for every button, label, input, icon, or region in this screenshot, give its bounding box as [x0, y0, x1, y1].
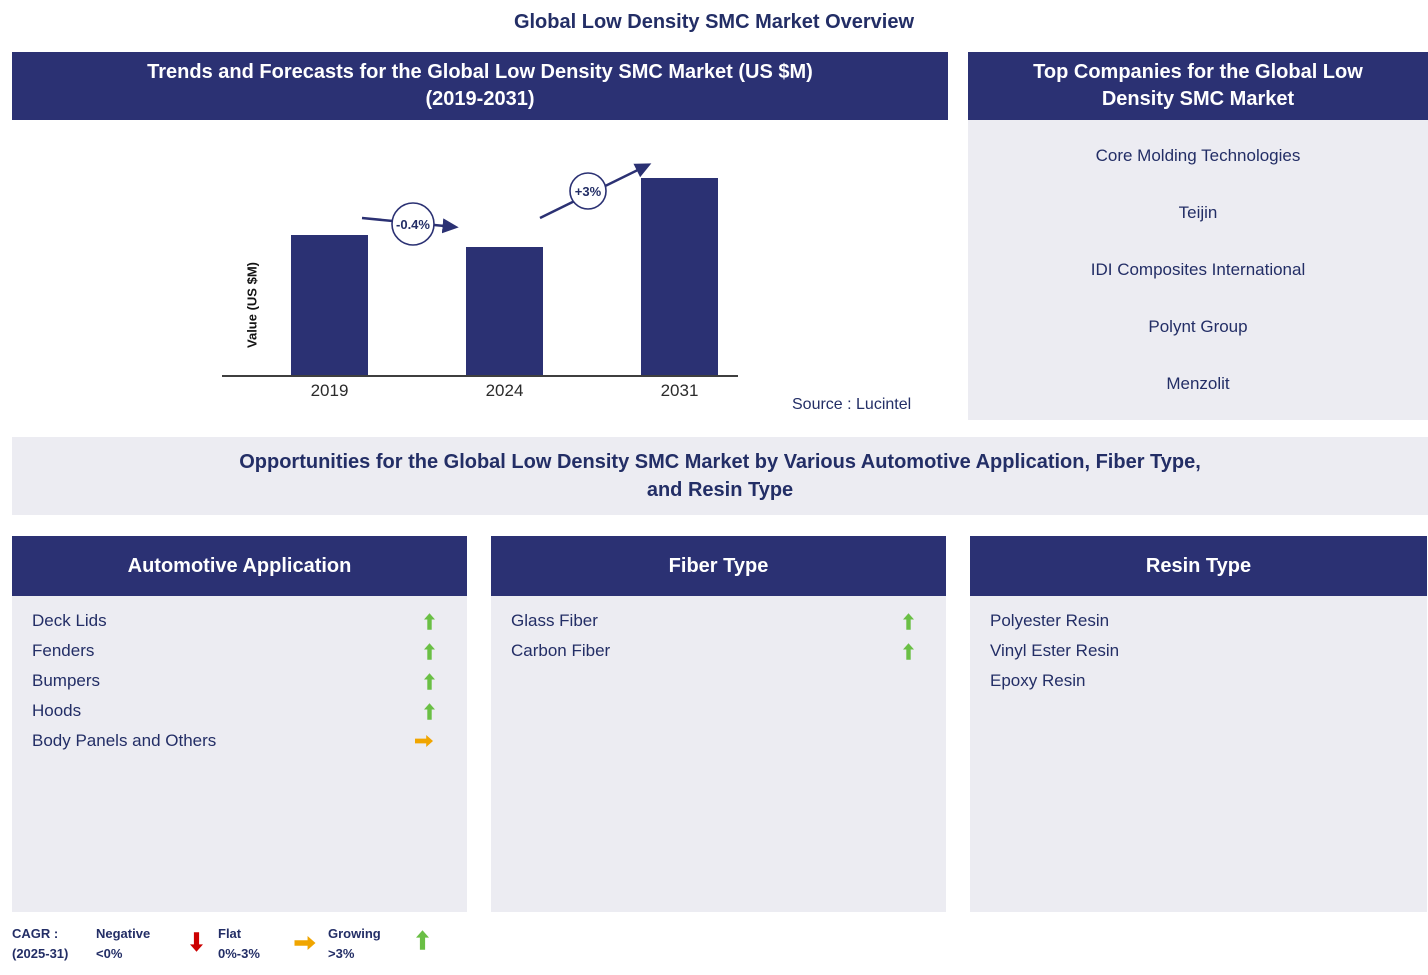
top-row: Trends and Forecasts for the Global Low … — [12, 52, 1428, 420]
item-label: Hoods — [32, 701, 82, 720]
legend-cagr-title: CAGR : — [12, 926, 59, 941]
list-item: Epoxy Resin — [990, 666, 1395, 696]
list-item: Body Panels and Others — [32, 726, 435, 756]
resin-type-header: Resin Type — [970, 536, 1427, 596]
opportunities-line2: and Resin Type — [646, 479, 794, 501]
list-item: Glass Fiber — [511, 606, 914, 636]
cagr-bubble-1 — [391, 202, 435, 246]
list-item: Fenders — [32, 636, 435, 666]
legend-negative-label: Negative — [96, 926, 151, 941]
opportunities-line1: Opportunities for the Global Low Density… — [239, 451, 1201, 473]
top-companies-header: Top Companies for the Global Low Density… — [968, 52, 1428, 120]
trend-up-icon — [903, 612, 914, 630]
trend-down-icon — [190, 932, 203, 952]
legend-cagr-period: (2025-31) — [12, 946, 69, 961]
item-label: Bumpers — [32, 671, 101, 690]
company-name: Core Molding Technologies — [1095, 146, 1301, 166]
trend-flat-icon — [294, 936, 316, 950]
trend-up-icon — [424, 612, 435, 630]
legend-negative-range: <0% — [96, 946, 123, 961]
list-item: Hoods — [32, 696, 435, 726]
trend-up-icon — [424, 702, 435, 720]
resin-type-list: Polyester Resin Vinyl Ester Resin Epoxy Re… — [970, 596, 1427, 912]
legend-growing-range: >3% — [328, 946, 355, 961]
legend-growing-label: Growing — [328, 926, 381, 941]
item-label: Polyester Resin — [990, 611, 1110, 630]
trend-up-icon — [424, 642, 435, 660]
trends-title-line1: Trends and Forecasts for the Global Low … — [147, 61, 813, 83]
automotive-application-panel: Automotive Application Deck Lids Fenders B… — [12, 536, 467, 912]
bar-2024 — [466, 247, 543, 375]
list-item: Deck Lids — [32, 606, 435, 636]
legend-flat-block: Flat 0%-3% — [218, 924, 260, 964]
cagr-annotation-1: -0.4% — [396, 217, 430, 232]
trend-up-icon — [424, 672, 435, 690]
legend-flat-label: Flat — [218, 926, 242, 941]
list-item: Vinyl Ester Resin — [990, 636, 1395, 666]
company-name: IDI Composites International — [1090, 259, 1306, 279]
trends-panel-header: Trends and Forecasts for the Global Low … — [12, 52, 948, 120]
cagr-legend: CAGR : (2025-31) Negative <0% Flat 0%-3%… — [12, 922, 572, 974]
trend-up-icon — [416, 930, 429, 950]
trends-panel: Trends and Forecasts for the Global Low … — [12, 52, 948, 420]
legend-cagr-block: CAGR : (2025-31) — [12, 924, 68, 964]
trend-flat-icon — [415, 735, 433, 747]
list-item: Bumpers — [32, 666, 435, 696]
page-title: Global Low Density SMC Market Overview — [513, 11, 915, 33]
companies-title-line1: Top Companies for the Global Low — [1033, 61, 1363, 83]
fiber-type-panel: Fiber Type Glass Fiber Carbon Fiber — [491, 536, 946, 912]
opportunities-band: Opportunities for the Global Low Density… — [12, 437, 1428, 515]
list-item: Carbon Fiber — [511, 636, 914, 666]
x-tick-2031: 2031 — [660, 381, 699, 400]
bottom-row: Automotive Application Deck Lids Fenders B… — [12, 536, 1427, 912]
bar-chart: Value (US $M) 2019 2024 2031 — [12, 120, 948, 420]
fiber-type-header: Fiber Type — [491, 536, 946, 596]
cagr-annotation-2: +3% — [575, 184, 602, 199]
top-companies-panel: Top Companies for the Global Low Density… — [968, 52, 1428, 420]
x-axis-line — [222, 375, 738, 377]
list-item: Polyester Resin — [990, 606, 1395, 636]
automotive-application-list: Deck Lids Fenders Bumpers Hoods Body Panels … — [12, 596, 467, 912]
bar-2019 — [291, 235, 368, 375]
legend-negative-block: Negative <0% — [96, 924, 150, 964]
company-name: Polynt Group — [1148, 316, 1248, 336]
item-label: Fenders — [32, 641, 95, 660]
source-label: Source : Lucintel — [792, 396, 912, 413]
item-label: Vinyl Ester Resin — [990, 641, 1120, 660]
x-tick-2019: 2019 — [310, 381, 349, 400]
company-name: Teijin — [1178, 203, 1218, 223]
resin-type-panel: Resin Type Polyester Resin Vinyl Ester Re… — [970, 536, 1427, 912]
x-tick-2024: 2024 — [485, 381, 524, 400]
automotive-application-header: Automotive Application — [12, 536, 467, 596]
item-label: Epoxy Resin — [990, 671, 1086, 690]
bar-2031 — [641, 178, 718, 375]
legend-flat-range: 0%-3% — [218, 946, 260, 961]
legend-growing-block: Growing >3% — [328, 924, 381, 964]
item-label: Carbon Fiber — [511, 641, 611, 660]
fiber-type-list: Glass Fiber Carbon Fiber — [491, 596, 946, 912]
company-name: Menzolit — [1166, 373, 1230, 393]
trends-title-line2: (2019-2031) — [425, 88, 535, 110]
trend-up-icon — [903, 642, 914, 660]
item-label: Body Panels and Others — [32, 731, 217, 750]
item-label: Deck Lids — [32, 611, 107, 630]
cagr-bubble-2 — [569, 172, 607, 210]
companies-list: Core Molding Technologies Teijin IDI Com… — [968, 120, 1428, 420]
chart-annotation-layer: -0.4% +3% — [361, 163, 652, 246]
companies-title-line2: Density SMC Market — [1101, 88, 1295, 110]
item-label: Glass Fiber — [511, 611, 598, 630]
